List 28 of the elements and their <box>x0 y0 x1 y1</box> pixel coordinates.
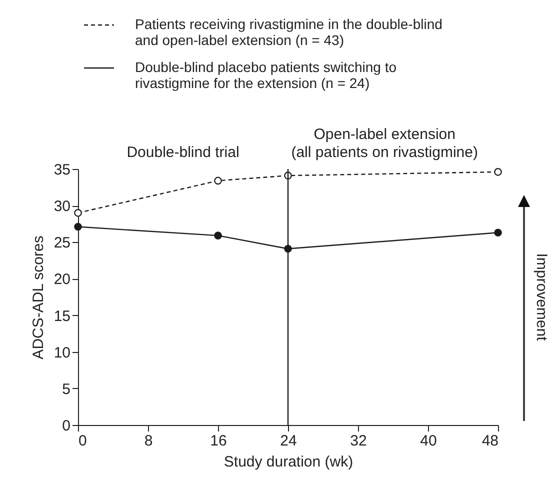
point <box>214 176 222 185</box>
y-tick-label: 20 <box>54 271 70 288</box>
x-tick-label: 24 <box>280 432 297 450</box>
x-tick-label: 8 <box>144 432 153 450</box>
text: Improvement <box>533 253 550 342</box>
y-axis-title: ADCS-ADL scores <box>30 236 47 360</box>
x-tick-label: 48 <box>482 432 498 450</box>
x-axis-title: Study duration (wk) <box>224 454 354 470</box>
x-tick-label: 16 <box>210 432 227 450</box>
legend-label: Double-blind placebo patients switching to rivastigmine for the extension (n = 24) <box>135 59 397 91</box>
text: Open-label extension (all patients on rivastigmine) <box>291 126 478 161</box>
point <box>214 232 222 240</box>
point <box>494 168 502 176</box>
point <box>494 228 502 237</box>
point <box>74 208 82 217</box>
text: Double-blind trial <box>126 144 240 161</box>
y-tick-label: 30 <box>54 198 70 216</box>
legend-label: Patients receiving rivastigmine in the double-blind and open-label extension (n = 43) <box>135 16 442 48</box>
y-tick-label: 0 <box>62 418 70 434</box>
x-tick-label: 0 <box>78 432 87 450</box>
y-tick-label: 35 <box>54 162 70 178</box>
point <box>74 222 82 231</box>
y-tick-label: 25 <box>54 234 70 252</box>
y-tick-label: 15 <box>54 308 70 325</box>
x-tick-label: 40 <box>420 432 437 450</box>
y-tick-label: 10 <box>54 344 70 362</box>
y-tick-label: 5 <box>62 380 70 398</box>
x-tick-label: 32 <box>350 432 367 450</box>
